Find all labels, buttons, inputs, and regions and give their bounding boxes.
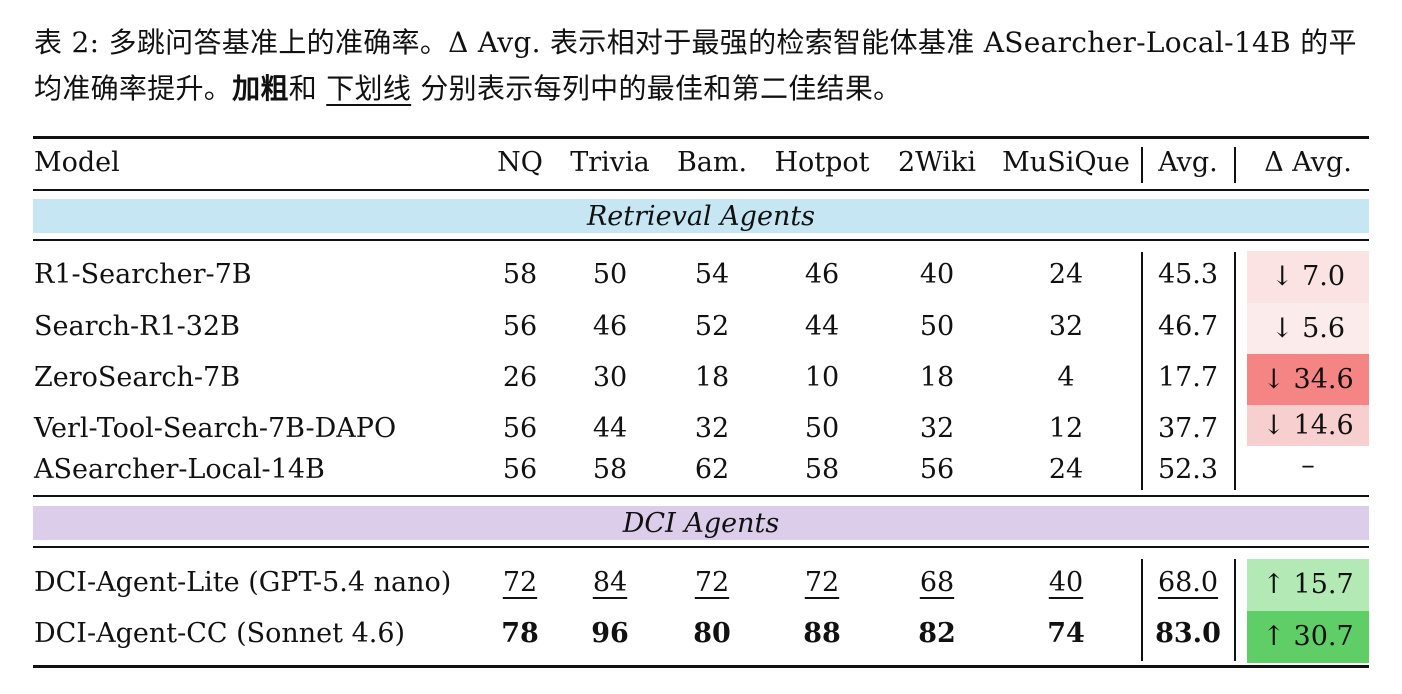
retrieval-separator-2 <box>1234 252 1236 490</box>
avg-cell: 46.7 <box>1157 311 1219 342</box>
header-hotpot: Hotpot <box>774 147 870 178</box>
header-separator-1 <box>1141 147 1143 183</box>
caption-prefix: 表 2: 多跳问答基准上的准确率。Δ Avg. 表示相对于最强的检索智能体基准 … <box>34 26 1357 105</box>
header-model: Model <box>34 147 120 178</box>
score-cell: 72 <box>694 567 730 598</box>
score-cell: 82 <box>918 618 956 649</box>
score-cell: 10 <box>804 362 840 393</box>
header-separator-2 <box>1234 147 1236 183</box>
score-cell: 46 <box>592 311 628 342</box>
score-cell: 50 <box>919 311 955 342</box>
score-cell: 46 <box>804 259 840 290</box>
delta-avg-cell: ↓ 34.6 <box>1247 354 1369 405</box>
avg-cell: 83.0 <box>1155 618 1221 649</box>
model-name: Verl-Tool-Search-7B-DAPO <box>34 413 397 444</box>
model-name: DCI-Agent-Lite (GPT-5.4 nano) <box>34 567 452 598</box>
score-cell: 78 <box>501 618 539 649</box>
top-rule <box>33 136 1369 139</box>
score-cell: 88 <box>803 618 841 649</box>
header-musique: MuSiQue <box>1002 147 1130 178</box>
score-cell: 24 <box>1048 454 1084 485</box>
model-name: DCI-Agent-CC (Sonnet 4.6) <box>34 618 406 649</box>
model-name: R1-Searcher-7B <box>34 259 252 290</box>
score-cell: 44 <box>804 311 840 342</box>
delta-avg-cell: ↑ 30.7 <box>1247 611 1369 663</box>
score-cell: 56 <box>919 454 955 485</box>
score-cell: 18 <box>694 362 730 393</box>
header-trivia: Trivia <box>570 147 650 178</box>
header-bam: Bam. <box>676 147 748 178</box>
delta-avg-cell: ↓ 5.6 <box>1247 303 1369 354</box>
score-cell: 62 <box>694 454 730 485</box>
score-cell: 4 <box>1057 362 1075 393</box>
caption-suffix: 分别表示每列中的最佳和第二佳结果。 <box>411 72 902 105</box>
avg-cell: 37.7 <box>1157 413 1219 444</box>
header-2wiki: 2Wiki <box>897 147 977 178</box>
section-title: DCI Agents <box>622 507 780 539</box>
caption-bold-word: 加粗 <box>232 72 289 105</box>
model-name: Search-R1-32B <box>34 311 240 342</box>
delta-avg-cell: ↓ 7.0 <box>1247 251 1369 303</box>
model-name: ASearcher-Local-14B <box>34 454 325 485</box>
avg-cell: 17.7 <box>1157 362 1219 393</box>
header-delta-avg: Δ Avg. <box>1264 147 1352 178</box>
score-cell: 18 <box>919 362 955 393</box>
score-cell: 72 <box>804 567 840 598</box>
score-cell: 54 <box>694 259 730 290</box>
dci-separator-1 <box>1141 559 1143 661</box>
dci-separator-2 <box>1234 559 1236 661</box>
delta-avg-cell: – <box>1247 446 1369 486</box>
score-cell: 40 <box>1048 567 1084 598</box>
section-band-dci: DCI Agents <box>33 506 1369 540</box>
score-cell: 56 <box>502 413 538 444</box>
retrieval-separator-1 <box>1141 252 1143 490</box>
score-cell: 96 <box>591 618 629 649</box>
score-cell: 26 <box>502 362 538 393</box>
score-cell: 50 <box>592 259 628 290</box>
score-cell: 58 <box>804 454 840 485</box>
score-cell: 68 <box>919 567 955 598</box>
score-cell: 32 <box>1048 311 1084 342</box>
header-avg: Avg. <box>1158 147 1218 178</box>
avg-cell: 45.3 <box>1157 259 1219 290</box>
score-cell: 74 <box>1047 618 1085 649</box>
bottom-rule <box>33 665 1369 668</box>
retrieval-rule <box>33 239 1369 241</box>
score-cell: 80 <box>693 618 731 649</box>
mid-rule <box>33 495 1369 497</box>
score-cell: 58 <box>592 454 628 485</box>
score-cell: 56 <box>502 311 538 342</box>
score-cell: 12 <box>1048 413 1084 444</box>
score-cell: 50 <box>804 413 840 444</box>
header-rule <box>33 189 1369 191</box>
score-cell: 24 <box>1048 259 1084 290</box>
caption-mid: 和 <box>288 72 327 105</box>
delta-avg-cell: ↑ 15.7 <box>1247 559 1369 611</box>
avg-cell: 68.0 <box>1157 567 1219 598</box>
score-cell: 58 <box>502 259 538 290</box>
score-cell: 40 <box>919 259 955 290</box>
caption-underline-word: 下划线 <box>326 72 412 105</box>
section-band-retrieval: Retrieval Agents <box>33 199 1369 233</box>
avg-cell: 52.3 <box>1157 454 1219 485</box>
score-cell: 32 <box>694 413 730 444</box>
score-cell: 30 <box>592 362 628 393</box>
score-cell: 52 <box>694 311 730 342</box>
model-name: ZeroSearch-7B <box>34 362 241 393</box>
score-cell: 56 <box>502 454 538 485</box>
score-cell: 72 <box>502 567 538 598</box>
score-cell: 32 <box>919 413 955 444</box>
table-caption: 表 2: 多跳问答基准上的准确率。Δ Avg. 表示相对于最强的检索智能体基准 … <box>34 20 1374 112</box>
score-cell: 84 <box>592 567 628 598</box>
delta-avg-cell: ↓ 14.6 <box>1247 405 1369 446</box>
header-nq: NQ <box>497 147 543 178</box>
section-title: Retrieval Agents <box>586 200 816 232</box>
dci-rule <box>33 546 1369 548</box>
score-cell: 44 <box>592 413 628 444</box>
